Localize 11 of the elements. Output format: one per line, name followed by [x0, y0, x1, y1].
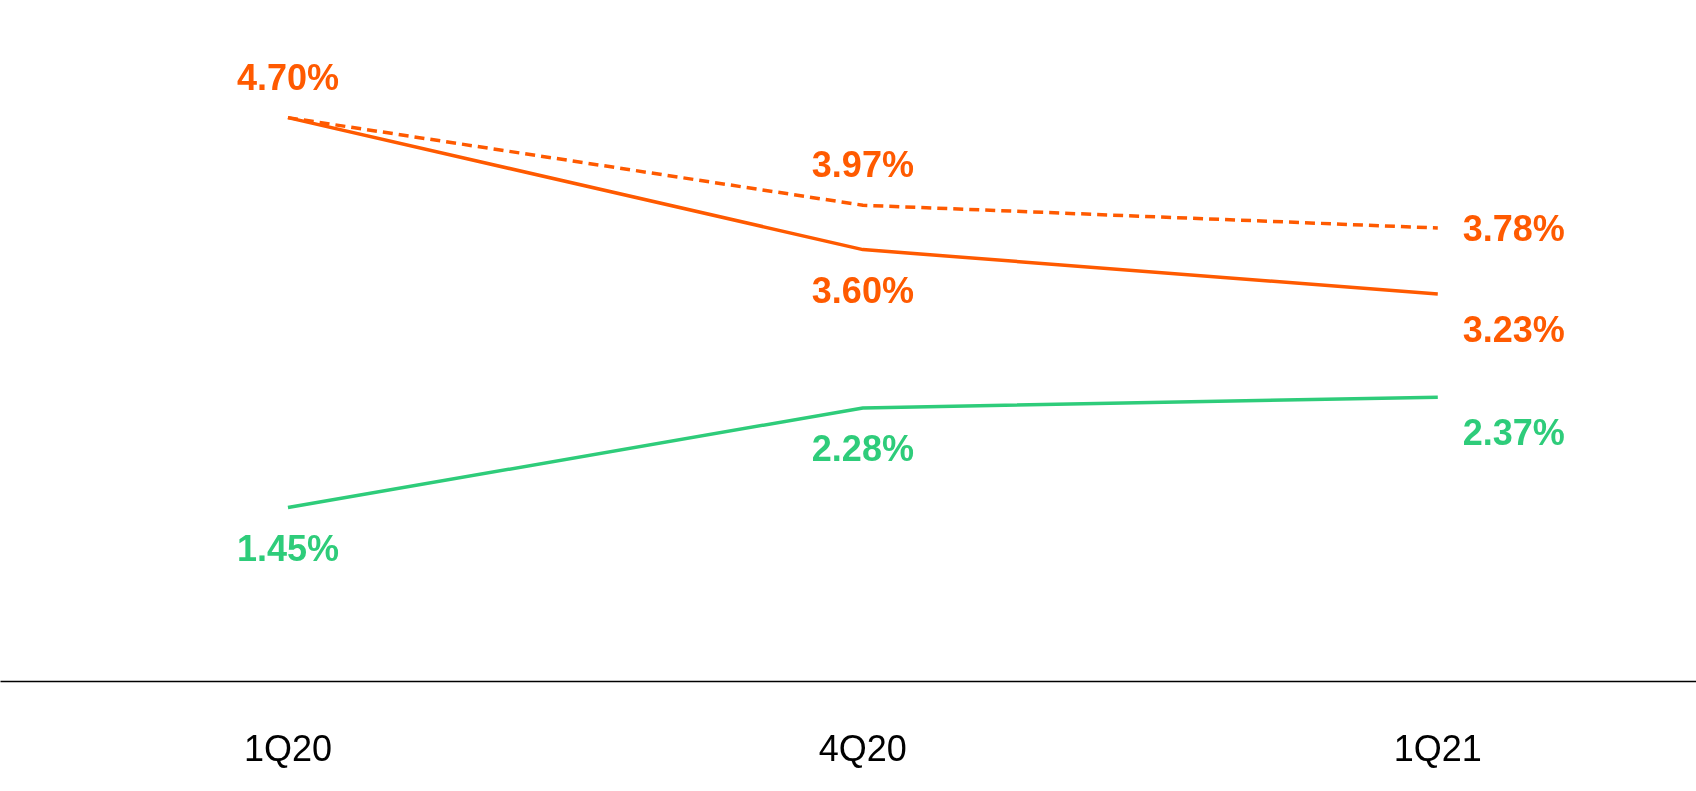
- data-label: 3.78%: [1462, 207, 1565, 249]
- data-label: 3.23%: [1462, 308, 1565, 350]
- data-label: 3.60%: [811, 269, 914, 311]
- data-label: 1.45%: [236, 527, 339, 569]
- data-label: 3.97%: [811, 144, 914, 186]
- data-label: 2.37%: [1462, 412, 1565, 454]
- x-tick-label: 1Q21: [1393, 727, 1482, 769]
- data-label: 4.70%: [236, 56, 339, 98]
- x-tick-label: 4Q20: [818, 727, 907, 769]
- data-label: 2.28%: [811, 427, 914, 469]
- x-tick-label: 1Q20: [243, 727, 332, 769]
